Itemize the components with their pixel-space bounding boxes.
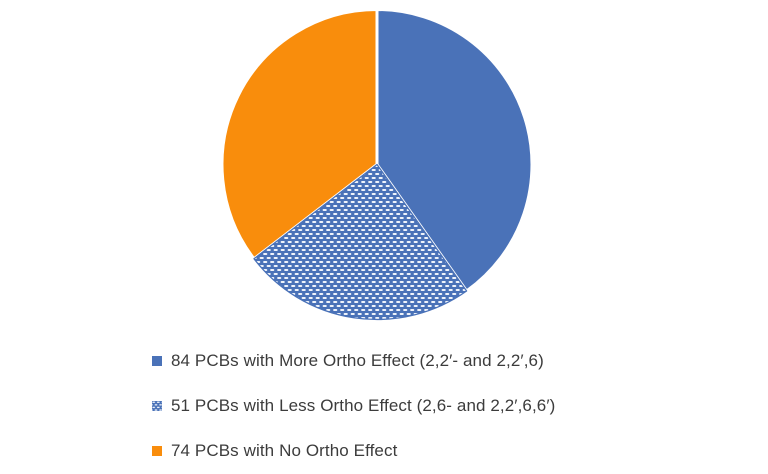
legend-item-no-ortho: 74 PCBs with No Ortho Effect: [152, 441, 555, 461]
legend-item-more-ortho: 84 PCBs with More Ortho Effect (2,2′- an…: [152, 351, 555, 371]
pie-slices-group: [220, 8, 534, 321]
legend-item-less-ortho: 51 PCBs with Less Ortho Effect (2,6- and…: [152, 396, 555, 416]
legend-marker-solid-orange-icon: [152, 446, 162, 456]
pie-slice-2: [220, 8, 379, 261]
pie-slice-0: [375, 8, 534, 293]
pie-chart: [220, 8, 534, 321]
legend-label-no-ortho: 74 PCBs with No Ortho Effect: [171, 441, 398, 460]
pie-slice-1: [253, 163, 468, 321]
legend-label-more-ortho: 84 PCBs with More Ortho Effect (2,2′- an…: [171, 351, 544, 370]
legend-marker-patterned-blue-icon: [152, 401, 162, 411]
legend-marker-solid-blue-icon: [152, 356, 162, 366]
legend: 84 PCBs with More Ortho Effect (2,2′- an…: [152, 351, 555, 474]
legend-label-less-ortho: 51 PCBs with Less Ortho Effect (2,6- and…: [171, 396, 556, 415]
